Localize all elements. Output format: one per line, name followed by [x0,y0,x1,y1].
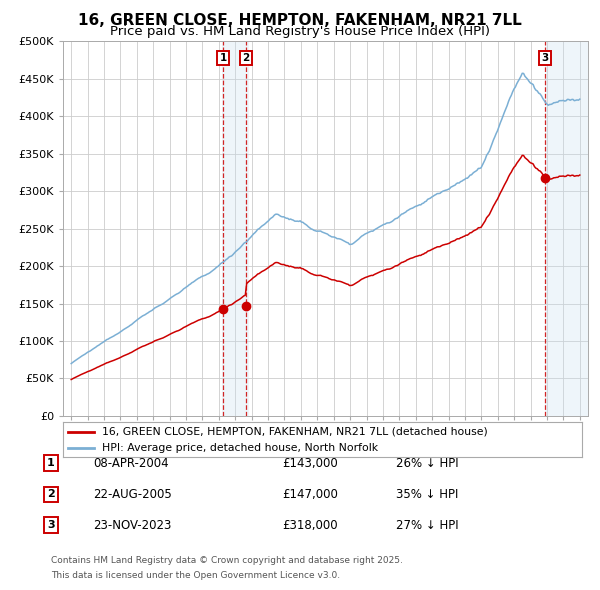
Text: 16, GREEN CLOSE, HEMPTON, FAKENHAM, NR21 7LL (detached house): 16, GREEN CLOSE, HEMPTON, FAKENHAM, NR21… [102,427,488,437]
Text: 27% ↓ HPI: 27% ↓ HPI [396,519,458,532]
Text: Contains HM Land Registry data © Crown copyright and database right 2025.: Contains HM Land Registry data © Crown c… [51,556,403,565]
Text: 1: 1 [47,458,55,468]
Text: 16, GREEN CLOSE, HEMPTON, FAKENHAM, NR21 7LL: 16, GREEN CLOSE, HEMPTON, FAKENHAM, NR21… [78,13,522,28]
Text: £147,000: £147,000 [282,488,338,501]
Text: 26% ↓ HPI: 26% ↓ HPI [396,457,458,470]
Bar [545,41,588,416]
Text: 2: 2 [242,53,250,63]
Text: Price paid vs. HM Land Registry's House Price Index (HPI): Price paid vs. HM Land Registry's House … [110,25,490,38]
Text: 3: 3 [542,53,549,63]
Text: 22-AUG-2005: 22-AUG-2005 [93,488,172,501]
Text: £143,000: £143,000 [282,457,338,470]
Text: This data is licensed under the Open Government Licence v3.0.: This data is licensed under the Open Gov… [51,571,340,580]
Text: 08-APR-2004: 08-APR-2004 [93,457,169,470]
Text: 2: 2 [47,490,55,499]
Bar [223,41,249,416]
Text: 35% ↓ HPI: 35% ↓ HPI [396,488,458,501]
Text: HPI: Average price, detached house, North Norfolk: HPI: Average price, detached house, Nort… [102,444,378,453]
Text: 1: 1 [220,53,227,63]
Text: 3: 3 [47,520,55,530]
Text: 23-NOV-2023: 23-NOV-2023 [93,519,172,532]
Text: £318,000: £318,000 [282,519,338,532]
